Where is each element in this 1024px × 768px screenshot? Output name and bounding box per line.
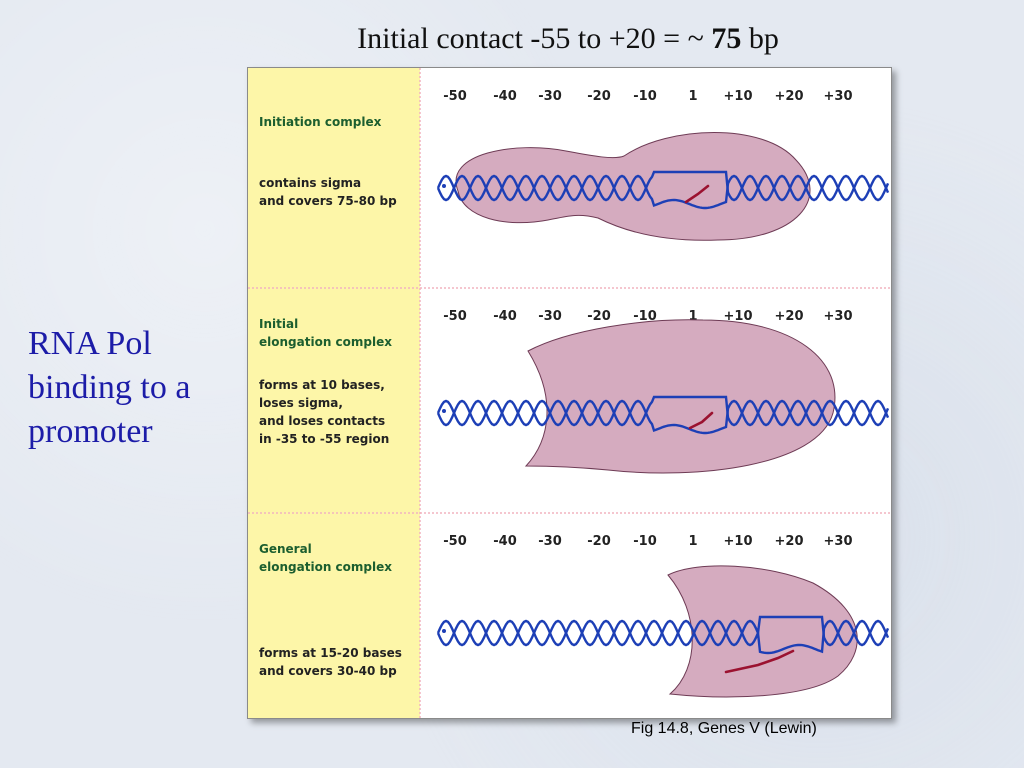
position-label: -30 bbox=[538, 89, 562, 104]
position-label: -20 bbox=[587, 309, 611, 324]
panel-description: contains sigma bbox=[259, 176, 361, 190]
position-label: -10 bbox=[633, 534, 657, 549]
rna-transcript bbox=[724, 649, 795, 674]
position-label: 1 bbox=[688, 309, 697, 324]
position-label: -10 bbox=[633, 309, 657, 324]
position-label: 1 bbox=[688, 89, 697, 104]
position-label: -40 bbox=[493, 309, 517, 324]
panel-description: and loses contacts bbox=[259, 414, 385, 428]
side-label-line: RNA Pol bbox=[28, 325, 152, 362]
position-label: -50 bbox=[443, 89, 467, 104]
dna-strand bbox=[436, 395, 890, 427]
position-label: -30 bbox=[538, 309, 562, 324]
position-label: -20 bbox=[587, 89, 611, 104]
figure-caption: Fig 14.8, Genes V (Lewin) bbox=[631, 720, 817, 737]
panel-description: and covers 30-40 bp bbox=[259, 664, 397, 678]
dna-end-marker bbox=[442, 629, 446, 633]
position-label: -10 bbox=[633, 89, 657, 104]
position-label: 1 bbox=[688, 534, 697, 549]
position-label: -50 bbox=[443, 309, 467, 324]
position-label: +10 bbox=[724, 309, 753, 324]
position-label: -40 bbox=[493, 89, 517, 104]
dna-end-marker bbox=[442, 184, 446, 188]
position-label: +10 bbox=[724, 89, 753, 104]
position-label: +20 bbox=[775, 89, 804, 104]
rna-polymerase-figure: -50 -40 -30 -20 -10 1 +10 +20 +30 Initiation comp… bbox=[247, 67, 892, 719]
label-column bbox=[248, 68, 420, 718]
dna-strand bbox=[436, 170, 890, 202]
panel-heading: General bbox=[259, 542, 312, 556]
panel-description: forms at 15-20 bases bbox=[259, 646, 402, 660]
panel-description: loses sigma, bbox=[259, 396, 343, 410]
position-label: +20 bbox=[775, 309, 804, 324]
position-label: +30 bbox=[824, 309, 853, 324]
position-label: +30 bbox=[824, 89, 853, 104]
dna-strand bbox=[436, 174, 890, 210]
panel-description: in -35 to -55 region bbox=[259, 432, 389, 446]
dna-strand bbox=[436, 399, 890, 435]
figure-canvas: -50 -40 -30 -20 -10 1 +10 +20 +30 Initiation comp… bbox=[248, 68, 891, 718]
panel-heading: elongation complex bbox=[259, 560, 392, 574]
slide-title: Initial contact -55 to +20 = ~ 75 bp bbox=[0, 22, 1024, 56]
panel-description: and covers 75-80 bp bbox=[259, 194, 397, 208]
panel-heading: Initiation complex bbox=[259, 115, 382, 129]
side-label: RNA Pol binding to a promoter bbox=[28, 322, 243, 454]
position-label: -50 bbox=[443, 534, 467, 549]
position-label: +30 bbox=[824, 534, 853, 549]
dna-strand bbox=[436, 619, 890, 655]
title-suffix: bp bbox=[741, 22, 779, 55]
title-bold-number: 75 bbox=[711, 22, 742, 55]
position-label: -30 bbox=[538, 534, 562, 549]
side-label-line: promoter bbox=[28, 413, 153, 450]
rna-polymerase-shape bbox=[667, 565, 858, 698]
panel-heading: elongation complex bbox=[259, 335, 392, 349]
rna-transcript bbox=[688, 411, 714, 430]
panel-description: forms at 10 bases, bbox=[259, 378, 385, 392]
panel-heading: Initial bbox=[259, 317, 298, 331]
dna-strand bbox=[436, 615, 890, 647]
position-label: +20 bbox=[775, 534, 804, 549]
title-prefix: Initial contact -55 to +20 = ~ bbox=[357, 22, 712, 55]
dna-end-marker bbox=[442, 409, 446, 413]
position-label: -40 bbox=[493, 534, 517, 549]
side-label-line: binding to a bbox=[28, 369, 191, 406]
position-label: -20 bbox=[587, 534, 611, 549]
rna-transcript bbox=[684, 184, 710, 204]
position-label: +10 bbox=[724, 534, 753, 549]
